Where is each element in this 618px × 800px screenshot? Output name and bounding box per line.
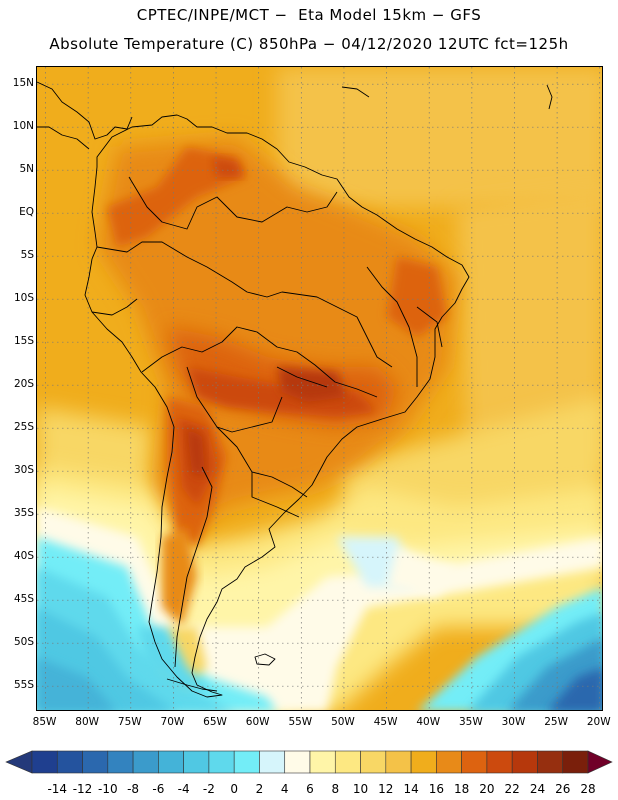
colorbar-segment — [158, 750, 184, 774]
colorbar-segment — [208, 750, 235, 774]
colorbar-segment — [107, 750, 134, 774]
latitude-label: 55S — [13, 679, 34, 692]
latitude-label: 35S — [13, 507, 34, 520]
colorbar-segment — [31, 750, 58, 774]
colorbar-right-cap — [587, 750, 613, 774]
colorbar-label: 18 — [453, 782, 470, 796]
longitude-label: 35W — [458, 716, 483, 728]
colorbar-segment — [562, 750, 589, 774]
colorbar-label: 2 — [255, 782, 264, 796]
longitude-label: 75W — [117, 716, 142, 728]
temperature-field — [37, 67, 602, 710]
temperature-colorbar — [5, 750, 613, 774]
longitude-label: 40W — [416, 716, 441, 728]
colorbar-label: -10 — [98, 782, 118, 796]
latitude-label: 25S — [13, 421, 34, 434]
colorbar-label: 6 — [306, 782, 314, 796]
longitude-label: 45W — [373, 716, 398, 728]
longitude-label: 50W — [331, 716, 355, 728]
longitude-label: 65W — [203, 716, 227, 728]
colorbar-left-cap — [5, 750, 33, 774]
latitude-label: 30S — [13, 464, 34, 477]
colorbar-segment — [410, 750, 437, 774]
colorbar-label: -6 — [152, 782, 165, 796]
colorbar-label: 14 — [403, 782, 419, 796]
latitude-label: 40S — [13, 550, 34, 563]
colorbar-label: 16 — [428, 782, 444, 796]
colorbar-label: -12 — [72, 782, 93, 796]
colorbar-label: 10 — [352, 782, 369, 796]
colorbar-label: 28 — [580, 782, 596, 796]
colorbar-label: 8 — [331, 782, 340, 796]
colorbar-label: 20 — [479, 782, 495, 796]
longitude-label: 70W — [160, 716, 185, 728]
latitude-label: 45S — [13, 593, 34, 606]
colorbar-segment — [537, 750, 564, 774]
colorbar-label: -8 — [127, 782, 140, 796]
longitude-label: 30W — [501, 716, 526, 728]
colorbar-label: -2 — [202, 782, 215, 796]
colorbar-segment — [486, 750, 513, 774]
latitude-label: 5N — [19, 163, 34, 176]
colorbar-segment — [436, 750, 462, 774]
colorbar-label: -14 — [47, 782, 68, 796]
longitude-label: 85W — [32, 716, 57, 728]
map-title-line2: Absolute Temperature (C) 850hPa − 04/12/… — [49, 35, 569, 53]
colorbar-segment — [309, 750, 336, 774]
colorbar-segment — [385, 750, 412, 774]
latitude-label: 15S — [13, 335, 34, 348]
longitude-label: 80W — [75, 716, 100, 728]
latitude-label: 50S — [13, 636, 34, 649]
coastline-borders — [37, 81, 553, 698]
colorbar-segment — [284, 750, 311, 774]
colorbar-label: 24 — [529, 782, 546, 796]
colorbar-label: 22 — [504, 782, 520, 796]
map-title-line1: CPTEC/INPE/MCT − Eta Model 15km − GFS — [136, 6, 482, 24]
colorbar-label: 0 — [230, 782, 238, 796]
colorbar-segment — [233, 750, 260, 774]
longitude-label: 60W — [245, 716, 270, 728]
longitude-label: 20W — [586, 716, 611, 728]
colorbar-segment — [56, 750, 83, 774]
latitude-label: 10S — [13, 292, 34, 305]
longitude-label: 25W — [544, 716, 568, 728]
colorbar-label: 12 — [378, 782, 394, 796]
colorbar-label: -4 — [177, 782, 190, 796]
colorbar-segment — [82, 750, 109, 774]
longitude-label: 55W — [288, 716, 313, 728]
latitude-label: 5S — [20, 249, 34, 262]
colorbar-segment — [132, 750, 159, 774]
colorbar-segment — [259, 750, 286, 774]
colorbar-label: 26 — [555, 782, 571, 796]
latitude-label: EQ — [19, 206, 34, 219]
colorbar-segment — [183, 750, 210, 774]
latitude-label: 20S — [13, 378, 34, 391]
latitude-label: 10N — [12, 120, 34, 133]
colorbar-label: 4 — [280, 782, 289, 796]
latitude-label: 15N — [12, 77, 34, 90]
map-canvas — [37, 67, 602, 710]
colorbar-segment — [334, 750, 361, 774]
colorbar-segment — [511, 750, 538, 774]
colorbar-segment — [461, 750, 488, 774]
temperature-map — [36, 66, 603, 711]
colorbar-segment — [360, 750, 387, 774]
